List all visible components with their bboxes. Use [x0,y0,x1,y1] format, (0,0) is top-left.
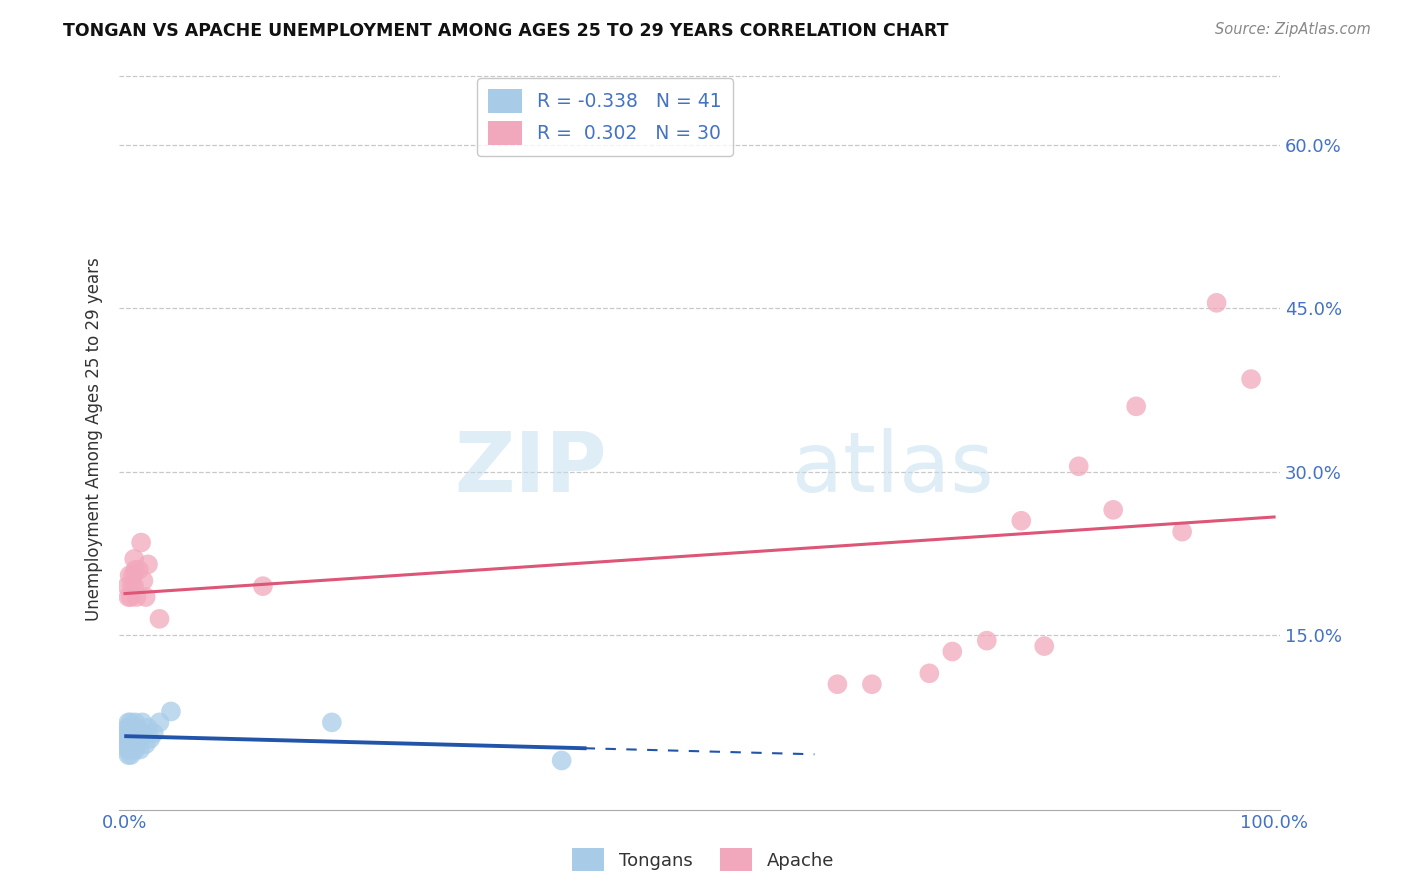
Point [124,715,146,730]
Point [1205,295,1227,310]
Point [117,721,139,735]
Point [1171,524,1194,539]
Point [122,737,145,751]
Point [976,633,998,648]
Point [124,742,146,756]
Point [117,726,139,740]
Point [128,563,150,577]
Point [120,715,142,730]
Point [1033,639,1056,653]
Point [252,579,274,593]
Point [148,715,170,730]
Point [120,726,142,740]
Point [136,558,159,572]
Point [132,726,155,740]
Point [124,563,146,577]
Point [128,726,150,740]
Point [118,731,141,746]
Point [117,579,139,593]
Point [129,535,152,549]
Point [127,737,149,751]
Point [129,742,152,756]
Point [1102,503,1125,517]
Point [122,579,145,593]
Point [160,705,183,719]
Point [136,721,159,735]
Point [135,737,157,751]
Point [1010,514,1032,528]
Point [120,737,142,751]
Point [118,721,141,735]
Text: ZIP: ZIP [454,428,607,509]
Point [1125,400,1147,414]
Point [120,747,142,762]
Point [139,731,162,746]
Y-axis label: Unemployment Among Ages 25 to 29 years: Unemployment Among Ages 25 to 29 years [86,257,103,621]
Point [117,742,139,756]
Legend: R = -0.338   N = 41, R =  0.302   N = 30: R = -0.338 N = 41, R = 0.302 N = 30 [477,78,733,156]
Point [131,715,153,730]
Text: atlas: atlas [793,428,994,509]
Point [1240,372,1263,386]
Point [117,737,139,751]
Point [1067,459,1090,474]
Point [135,590,157,604]
Point [118,568,141,582]
Point [121,737,143,751]
Point [142,726,165,740]
Point [125,721,148,735]
Point [550,754,572,768]
Point [148,612,170,626]
Point [120,590,142,604]
Point [941,644,963,658]
Point [125,731,148,746]
Point [117,731,139,746]
Text: Source: ZipAtlas.com: Source: ZipAtlas.com [1215,22,1371,37]
Point [118,742,141,756]
Point [117,747,139,762]
Text: TONGAN VS APACHE UNEMPLOYMENT AMONG AGES 25 TO 29 YEARS CORRELATION CHART: TONGAN VS APACHE UNEMPLOYMENT AMONG AGES… [63,22,949,40]
Point [129,731,152,746]
Legend: Tongans, Apache: Tongans, Apache [565,841,841,879]
Point [125,590,148,604]
Point [117,715,139,730]
Point [115,726,138,740]
Point [860,677,883,691]
Point [321,715,343,730]
Point [117,590,139,604]
Point [918,666,941,681]
Point [122,552,145,566]
Point [122,721,145,735]
Point [121,579,143,593]
Point [122,568,145,582]
Point [115,737,138,751]
Point [122,731,145,746]
Point [122,726,145,740]
Point [122,742,145,756]
Point [121,726,143,740]
Point [827,677,849,691]
Point [132,574,155,588]
